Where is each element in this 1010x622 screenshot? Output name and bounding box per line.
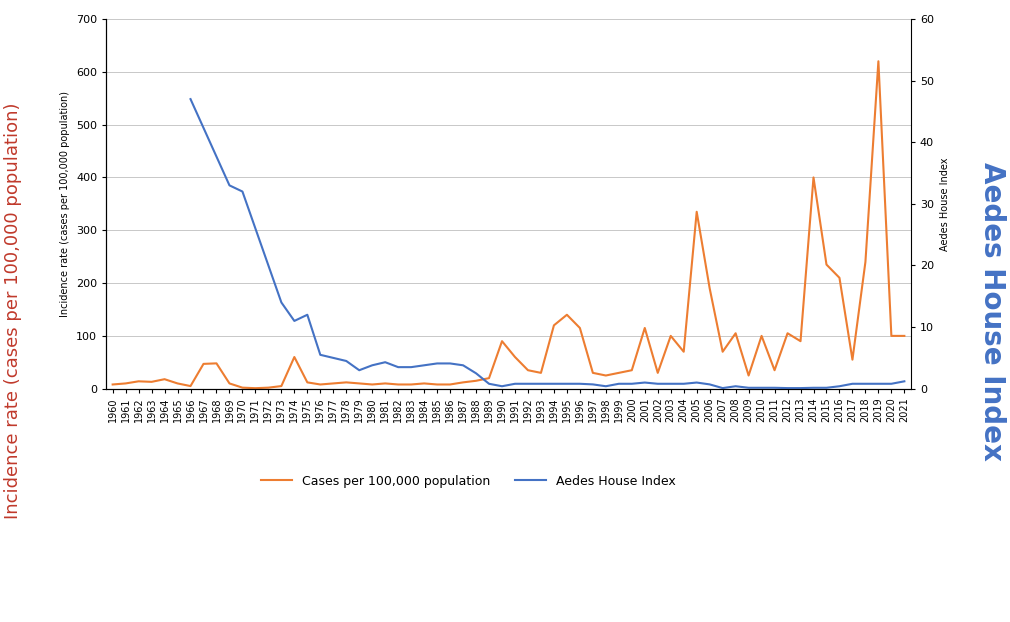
Text: Incidence rate (cases per 100,000 population): Incidence rate (cases per 100,000 popula…	[4, 103, 22, 519]
Cases per 100,000 population	[327, 379, 339, 387]
Aedes House Index	[288, 317, 300, 325]
Cases per 100,000 population	[807, 174, 819, 181]
Cases per 100,000 population	[509, 353, 521, 361]
Y-axis label: Incidence rate (cases per 100,000 population): Incidence rate (cases per 100,000 popula…	[61, 91, 71, 317]
Aedes House Index	[547, 380, 560, 388]
Cases per 100,000 population	[873, 57, 885, 65]
Y-axis label: Aedes House Index: Aedes House Index	[939, 157, 949, 251]
Cases per 100,000 population	[276, 383, 288, 390]
Cases per 100,000 population	[172, 379, 184, 387]
Aedes House Index	[716, 384, 728, 392]
Line: Aedes House Index: Aedes House Index	[191, 99, 904, 388]
Line: Cases per 100,000 population: Cases per 100,000 population	[113, 61, 904, 388]
Aedes House Index	[638, 379, 650, 386]
Aedes House Index	[665, 380, 677, 388]
Cases per 100,000 population	[898, 332, 910, 340]
Legend: Cases per 100,000 population, Aedes House Index: Cases per 100,000 population, Aedes Hous…	[256, 470, 681, 493]
Cases per 100,000 population	[600, 372, 612, 379]
Cases per 100,000 population	[107, 381, 119, 388]
Text: Aedes House Index: Aedes House Index	[978, 162, 1006, 460]
Cases per 100,000 population	[249, 384, 262, 392]
Aedes House Index	[185, 95, 197, 103]
Aedes House Index	[898, 378, 910, 385]
Aedes House Index	[470, 369, 482, 377]
Aedes House Index	[860, 380, 872, 388]
